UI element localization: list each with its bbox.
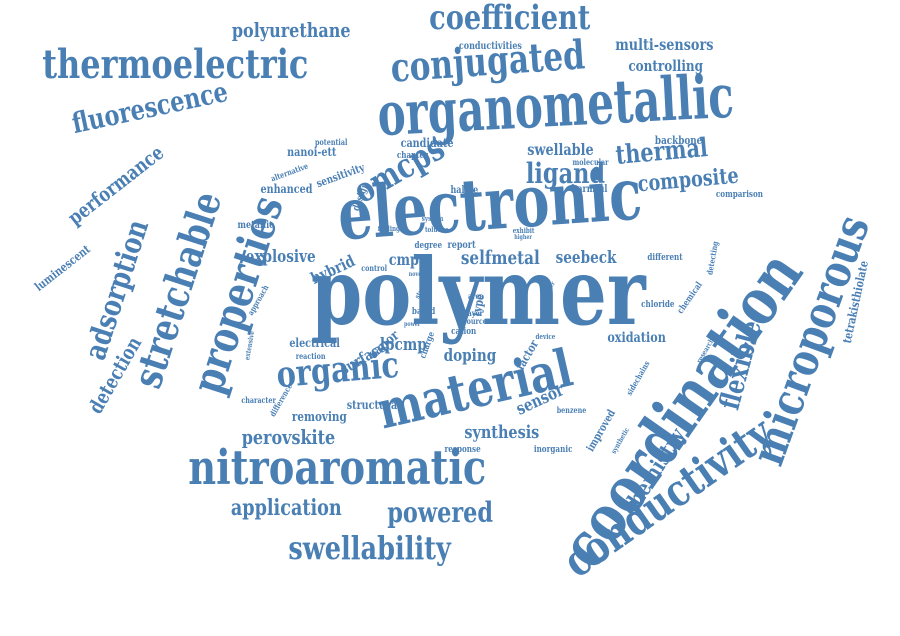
word-inorganic: inorganic [533, 444, 573, 455]
word-sidechains: sidechains [623, 359, 652, 397]
word-seebeck: seebeck [555, 247, 617, 268]
word-conductivities: conductivities [458, 41, 522, 52]
word-device: device [534, 331, 555, 341]
word-character: character [240, 395, 276, 405]
word-powered: powered [387, 496, 494, 529]
word-structural: structural [346, 398, 401, 412]
word-cmps: cmps [388, 250, 426, 269]
word-layer: layer [465, 308, 483, 318]
word-harmful: harmful [570, 184, 607, 195]
word-benzene: benzene [556, 405, 586, 415]
word-swellable: swellable [526, 140, 594, 159]
word-doping: doping [443, 345, 497, 366]
word-metallic: metallic [237, 220, 274, 231]
word-novel: novel [408, 271, 424, 278]
word-oxidation: oxidation [606, 330, 666, 346]
word-nanoi-ett: nanoi-ett [287, 145, 337, 159]
word-explosive: explosive [245, 246, 316, 267]
word-power: power [404, 321, 421, 328]
word-degree: degree [413, 240, 442, 251]
word-reaction: reaction [295, 351, 326, 361]
word-removing: removing [291, 409, 347, 425]
word-exhibit: exhibit [512, 225, 534, 235]
word-enhanced: enhanced [259, 182, 312, 196]
word-system: system [421, 213, 443, 223]
word-source: source [462, 316, 487, 326]
word-cation: cation [450, 326, 476, 337]
word-finding: finding [377, 223, 400, 233]
word-toluene: toluene [424, 224, 449, 234]
word-chemical: chemical [675, 279, 705, 316]
word-higher: higher [514, 234, 532, 241]
word-nitroaromatic: nitroaromatic [187, 440, 486, 496]
word-coefficient: coefficient [429, 0, 591, 38]
word-thermoelectric: thermoelectric [41, 41, 308, 88]
word-controlling: controlling [627, 56, 703, 75]
word-ligand: ligand [525, 157, 605, 190]
word-halide: halide [449, 185, 478, 196]
word-luminescent: luminescent [31, 242, 93, 294]
word-polyurethane: polyurethane [231, 18, 351, 42]
word-lpcmp: lpcmp [379, 334, 427, 355]
word-performance: performance [62, 140, 168, 230]
word-application: application [230, 495, 342, 521]
word-report: report [447, 240, 476, 251]
word-multi-sensors: multi-sensors [614, 35, 713, 54]
word-swellability: swellability [287, 529, 451, 567]
word-different: different [647, 252, 683, 263]
word-chapter: chapter [396, 150, 428, 161]
word-selfmetal: selfmetal [460, 246, 540, 269]
word-molecular: molecular [572, 157, 609, 167]
word-potential: potential [314, 137, 347, 147]
word-backbone: backbone [654, 133, 702, 147]
word-detecting: detecting [704, 240, 721, 276]
word-polymer: polymer [310, 238, 646, 346]
word-perovskite: perovskite [241, 425, 335, 449]
word-based: based [411, 306, 435, 317]
word-area: area [467, 291, 484, 301]
word-candidate: candidate [400, 136, 454, 150]
word-electrical: electrical [288, 336, 340, 350]
word-comparison: comparison [715, 189, 763, 200]
word-response: response [444, 444, 481, 455]
word-control: control [361, 263, 388, 273]
word-chloride: chloride [641, 299, 675, 310]
word-alternative: alternative [268, 160, 309, 184]
word-synthesis: synthesis [464, 422, 540, 443]
